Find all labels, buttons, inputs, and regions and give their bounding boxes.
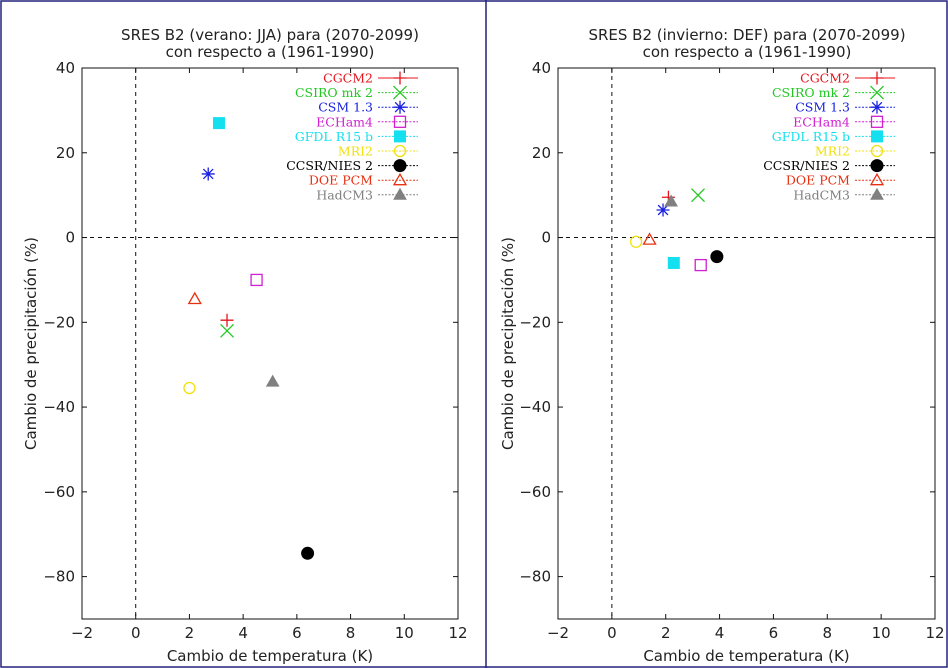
data-point-csiro-mk-2	[220, 323, 234, 338]
x-tick-label: 8	[823, 624, 833, 642]
data-point-hadcm3	[265, 374, 280, 387]
legend-label: CCSR/NIES 2	[286, 158, 373, 173]
x-tick-label: 10	[395, 624, 414, 642]
x-tick-label: 6	[292, 624, 302, 642]
legend-label: CSM 1.3	[795, 100, 850, 115]
chart-subtitle: con respecto a (1961-1990)	[643, 43, 852, 61]
legend-label: ECHam4	[793, 114, 850, 129]
legend-marker	[393, 159, 407, 173]
y-tick-label: 0	[65, 229, 75, 247]
x-tick-label: 0	[607, 624, 617, 642]
data-point-doe-pcm	[642, 232, 657, 245]
legend-label: DOE PCM	[309, 173, 373, 188]
legend-marker	[869, 172, 885, 186]
legend-label: GFDL R15 b	[772, 129, 850, 144]
x-axis-label: Cambio de temperatura (K)	[643, 647, 849, 665]
legend-marker	[870, 187, 884, 200]
data-point-echam4	[250, 273, 263, 287]
data-point-csm-1-3	[656, 203, 670, 217]
legend-label: DOE PCM	[786, 173, 850, 188]
x-tick-label: 0	[131, 624, 141, 642]
data-point-ccsr-nies-2	[301, 546, 315, 560]
legend-marker	[393, 115, 407, 128]
y-tick-label: −20	[43, 313, 75, 331]
y-tick-label: 40	[532, 59, 551, 77]
chart-title: SRES B2 (invierno: DEF) para (2070-2099)	[588, 26, 905, 44]
y-tick-label: −80	[519, 568, 551, 586]
y-axis-label: Cambio de precipitación (%)	[22, 237, 40, 450]
legend-label: CSM 1.3	[318, 100, 373, 115]
chart-panel-1: SRES B2 (verano: JJA) para (2070-2099)co…	[22, 26, 468, 665]
legend-marker	[870, 159, 884, 173]
y-axis-label: Cambio de precipitación (%)	[499, 237, 517, 450]
legend-marker	[870, 100, 884, 114]
chart-subtitle: con respecto a (1961-1990)	[166, 43, 375, 61]
legend-label: CSIRO mk 2	[295, 85, 373, 100]
y-tick-label: −40	[519, 398, 551, 416]
legend-label: MRI2	[815, 144, 850, 159]
data-point-doe-pcm	[187, 291, 202, 305]
legend-label: HadCM3	[793, 187, 850, 202]
x-tick-label: −2	[71, 624, 93, 642]
data-point-gfdl-r15-b	[667, 256, 680, 269]
legend-label: CSIRO mk 2	[772, 85, 850, 100]
legend-marker	[393, 85, 407, 100]
y-tick-label: −20	[519, 313, 551, 331]
x-tick-label: 4	[715, 624, 725, 642]
legend-marker	[392, 172, 408, 186]
x-tick-label: 12	[925, 624, 944, 642]
chart-title: SRES B2 (verano: JJA) para (2070-2099)	[121, 26, 419, 44]
x-tick-label: 2	[661, 624, 671, 642]
x-tick-label: 10	[872, 624, 891, 642]
legend-label: CGCM2	[800, 71, 850, 86]
legend-label: GFDL R15 b	[295, 129, 373, 144]
data-point-gfdl-r15-b	[212, 117, 225, 130]
legend-marker	[393, 71, 407, 85]
data-point-csiro-mk-2	[691, 188, 705, 203]
data-point-mri2	[629, 235, 643, 248]
legend-label: HadCM3	[316, 187, 373, 202]
legend-marker	[870, 85, 884, 100]
x-tick-label: −2	[547, 624, 569, 642]
data-point-echam4	[694, 258, 707, 272]
legend-marker	[393, 187, 407, 200]
y-tick-label: 20	[532, 144, 551, 162]
legend-label: CGCM2	[323, 71, 373, 86]
y-tick-label: −60	[519, 483, 551, 501]
y-tick-label: 40	[56, 59, 75, 77]
legend-marker	[870, 144, 884, 158]
data-point-mri2	[183, 381, 196, 395]
legend-marker	[870, 115, 884, 128]
y-tick-label: −40	[43, 398, 75, 416]
x-tick-label: 2	[185, 624, 195, 642]
y-tick-label: −60	[43, 483, 75, 501]
x-tick-label: 4	[238, 624, 248, 642]
x-tick-label: 8	[346, 624, 356, 642]
data-point-cgcm2	[220, 313, 234, 327]
x-axis-label: Cambio de temperatura (K)	[167, 647, 373, 665]
legend-marker	[393, 144, 407, 158]
plot-area	[557, 67, 936, 620]
y-tick-label: 20	[56, 144, 75, 162]
plot-area	[81, 67, 459, 620]
legend-marker	[394, 130, 406, 143]
legend-marker	[393, 100, 407, 114]
chart-panel-2: SRES B2 (invierno: DEF) para (2070-2099)…	[499, 26, 945, 665]
x-tick-label: 12	[448, 624, 467, 642]
legend-marker	[870, 71, 884, 85]
legend-label: ECHam4	[316, 114, 373, 129]
y-tick-label: 0	[541, 229, 551, 247]
y-tick-label: −80	[43, 568, 75, 586]
data-point-hadcm3	[664, 194, 678, 207]
legend-label: CCSR/NIES 2	[763, 158, 850, 173]
x-tick-label: 6	[769, 624, 779, 642]
data-point-ccsr-nies-2	[710, 250, 724, 264]
legend-label: MRI2	[338, 144, 373, 159]
legend-marker	[871, 130, 883, 143]
data-point-csm-1-3	[201, 167, 215, 181]
